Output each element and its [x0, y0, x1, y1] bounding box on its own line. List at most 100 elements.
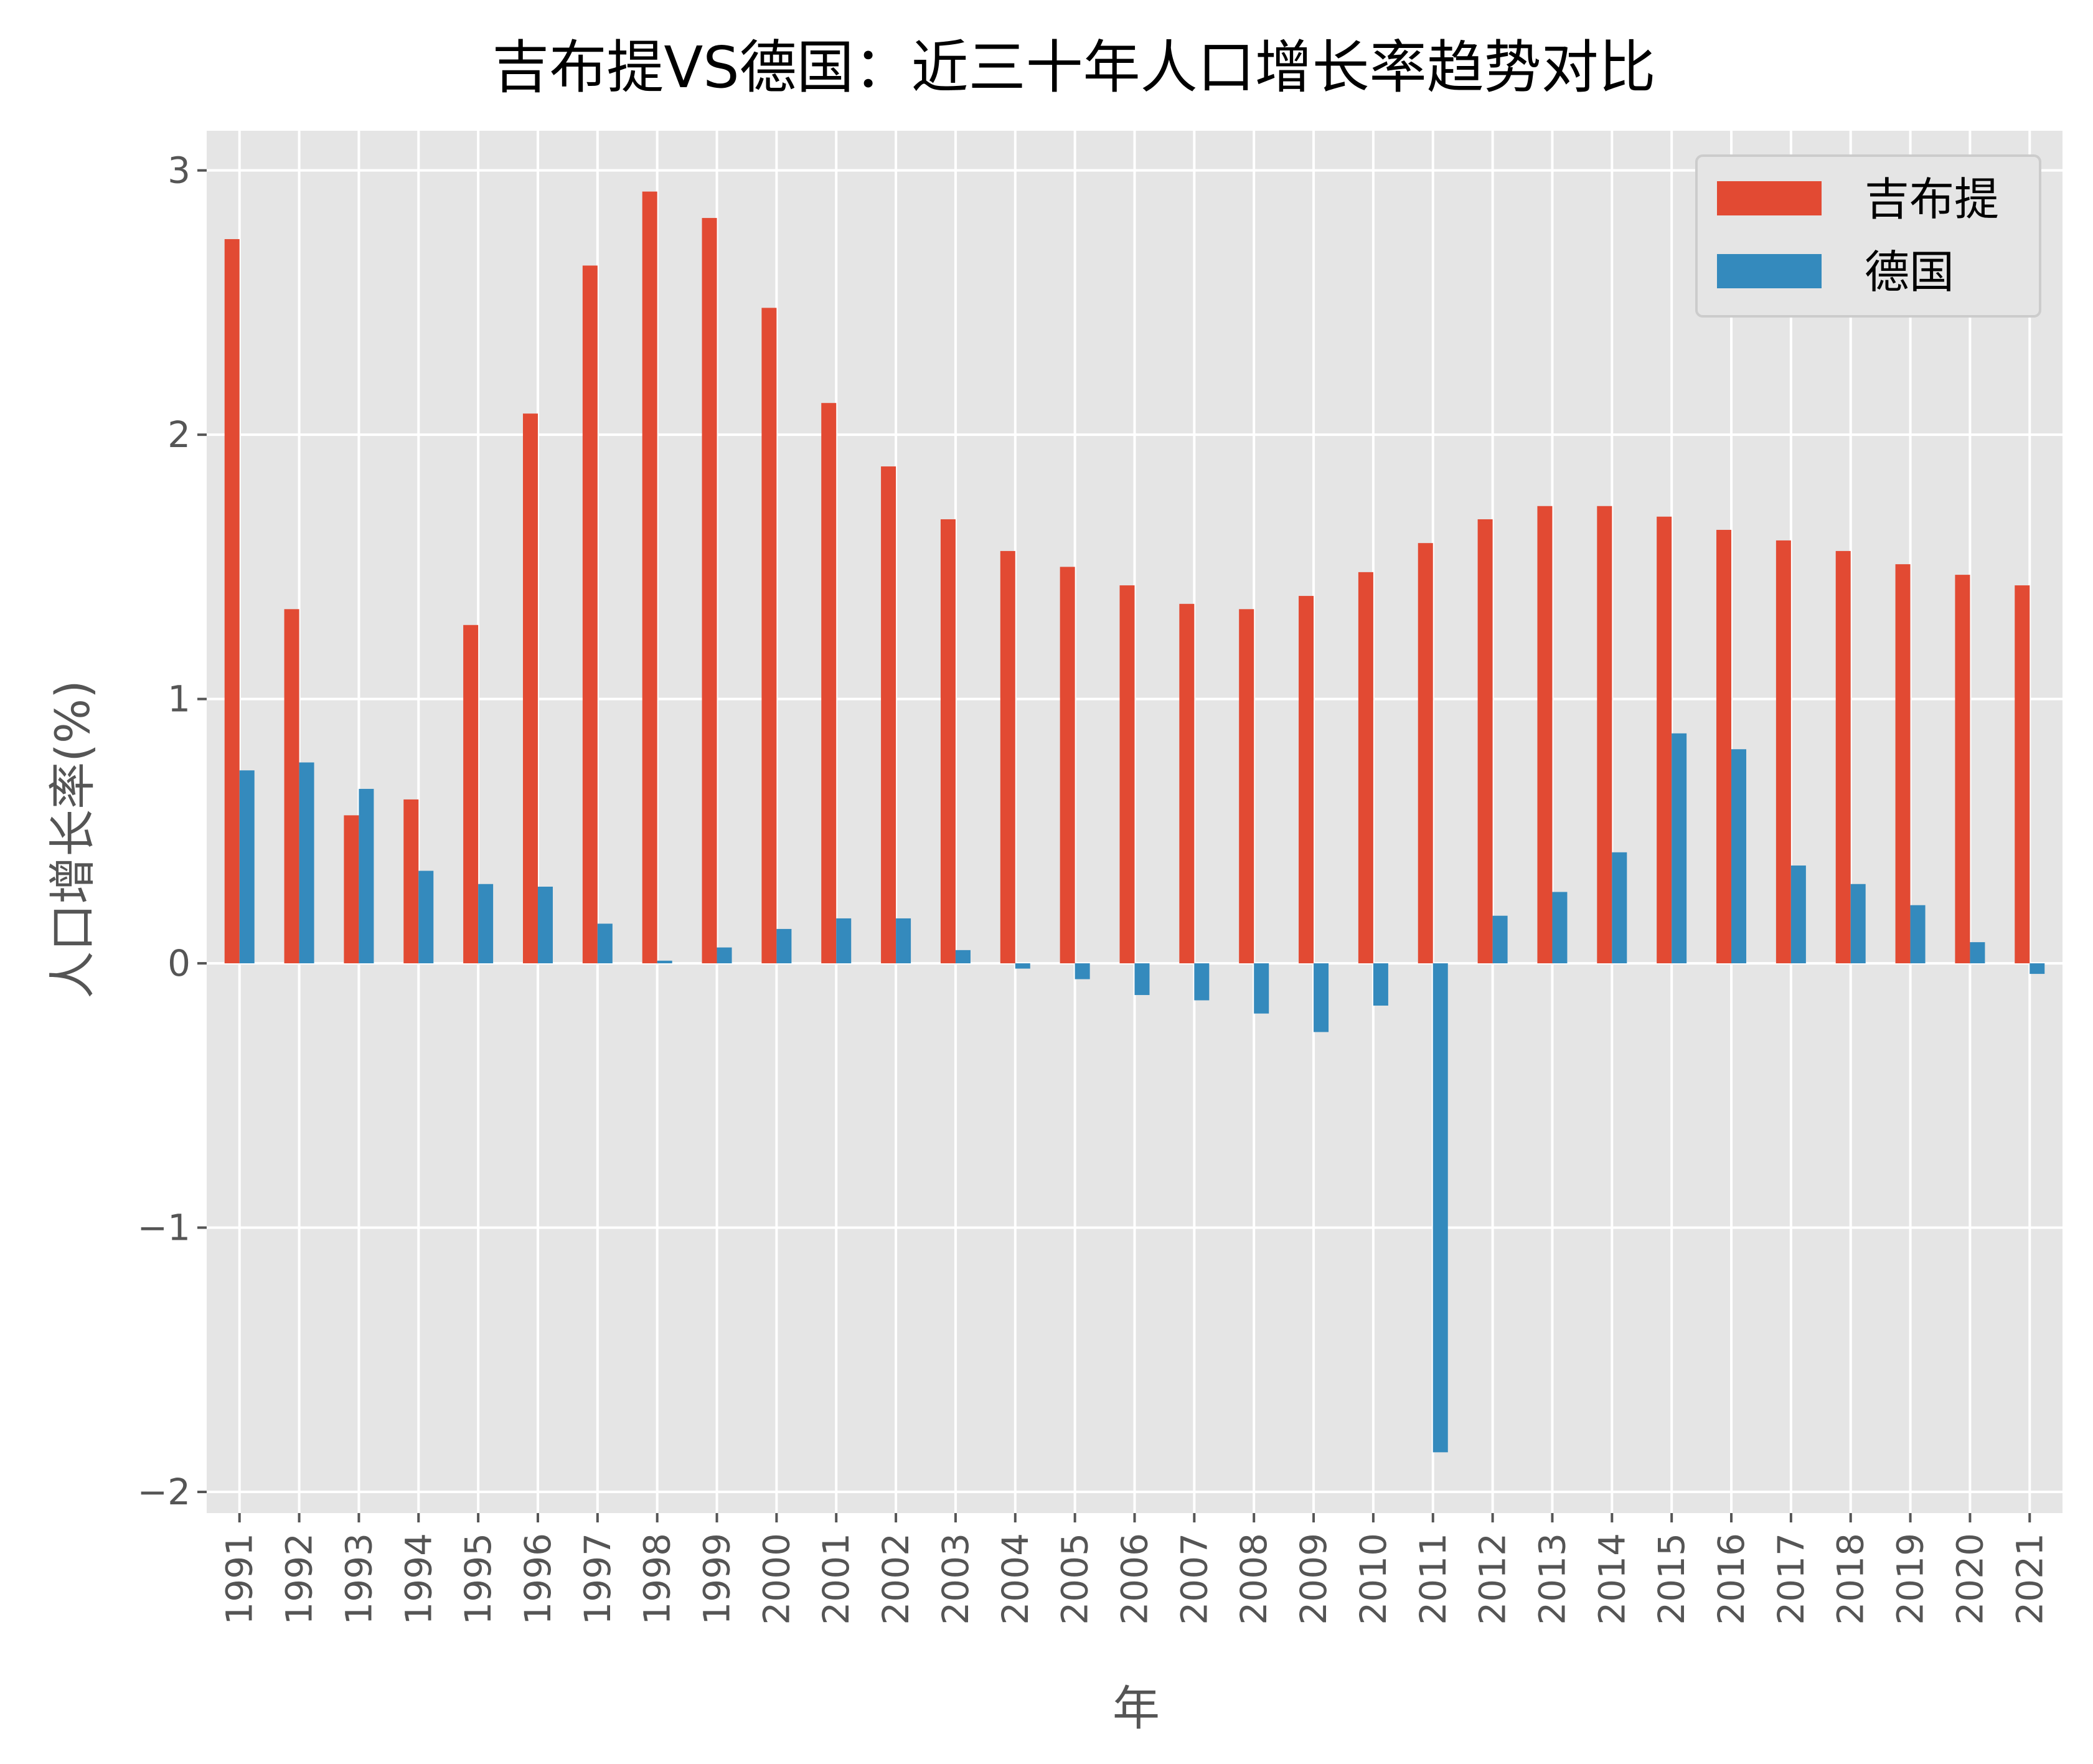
x-tick-label: 2017: [1770, 1533, 1812, 1625]
bar-djibouti-2002: [881, 466, 896, 964]
x-tick-label: 2005: [1054, 1533, 1096, 1625]
bar-germany-2001: [836, 918, 852, 964]
legend: 吉布提 德国: [1695, 154, 2041, 318]
x-tick-label: 1994: [397, 1533, 440, 1625]
x-tick-label: 2013: [1531, 1533, 1573, 1625]
x-tick-label: 2008: [1233, 1533, 1275, 1625]
bar-djibouti-2009: [1299, 596, 1314, 964]
y-tick-label: 3: [167, 149, 190, 192]
bar-djibouti-1995: [463, 625, 479, 964]
bar-djibouti-2014: [1597, 506, 1612, 964]
bar-germany-1999: [717, 947, 732, 964]
x-tick-label: 1993: [337, 1533, 380, 1625]
bar-djibouti-2010: [1358, 572, 1373, 964]
bar-djibouti-2004: [1000, 550, 1015, 964]
x-tick-label: 2020: [1949, 1533, 1991, 1625]
bar-germany-1995: [478, 884, 494, 964]
bar-djibouti-1997: [582, 265, 598, 964]
bar-germany-1991: [239, 770, 255, 964]
x-axis-label: 年: [1112, 1681, 1160, 1736]
x-tick-label: 2002: [875, 1533, 917, 1625]
bar-germany-2004: [1015, 963, 1030, 969]
bar-germany-2021: [2030, 963, 2045, 974]
x-tick-label: 2001: [815, 1533, 857, 1625]
x-tick-label: 2019: [1889, 1533, 1932, 1625]
bar-djibouti-1991: [224, 239, 240, 964]
x-tick-label: 2012: [1472, 1533, 1514, 1625]
bar-germany-2013: [1552, 892, 1568, 964]
bar-germany-1994: [418, 870, 434, 964]
bar-germany-1993: [359, 788, 374, 964]
x-tick-label: 2011: [1412, 1533, 1454, 1625]
bar-djibouti-2020: [1955, 575, 1970, 964]
bar-germany-2018: [1850, 884, 1866, 964]
bar-germany-1998: [657, 960, 672, 964]
x-tick-label: 2015: [1650, 1533, 1693, 1625]
x-tick-label: 2018: [1830, 1533, 1872, 1625]
x-tick-label: 2016: [1710, 1533, 1752, 1625]
x-tick-label: 2004: [994, 1533, 1037, 1625]
bar-djibouti-2019: [1895, 564, 1911, 964]
y-tick-label: −2: [138, 1471, 191, 1513]
bar-djibouti-2015: [1657, 516, 1672, 964]
x-tick-label: 2014: [1591, 1533, 1633, 1625]
bar-germany-1996: [537, 886, 553, 964]
bar-germany-2006: [1134, 963, 1150, 996]
bar-djibouti-1996: [522, 413, 538, 964]
legend-swatch-germany: [1717, 254, 1822, 288]
bar-djibouti-2005: [1060, 567, 1075, 964]
chart-title: 吉布提VS德国：近三十年人口增长率趋势对比: [492, 34, 1655, 101]
x-tick-label: 1998: [636, 1533, 679, 1625]
bar-germany-2009: [1314, 963, 1329, 1032]
bar-djibouti-2007: [1179, 603, 1195, 964]
y-axis-ticks: −2 −1 0 1 2 3: [138, 149, 207, 1513]
x-tick-label: 2007: [1173, 1533, 1215, 1625]
bar-djibouti-2018: [1835, 550, 1851, 964]
bar-germany-2000: [776, 928, 792, 964]
x-tick-label: 2010: [1352, 1533, 1395, 1625]
x-tick-label: 1992: [278, 1533, 321, 1625]
legend-label-djibouti: 吉布提: [1865, 173, 1999, 225]
bar-djibouti-2011: [1418, 543, 1433, 964]
bar-germany-2007: [1194, 963, 1210, 1001]
legend-label-germany: 德国: [1865, 246, 1954, 298]
x-tick-label: 1997: [576, 1533, 619, 1625]
bar-germany-2003: [955, 950, 971, 964]
x-tick-label: 2006: [1114, 1533, 1156, 1625]
bar-germany-2005: [1075, 963, 1090, 979]
y-tick-label: 2: [167, 413, 190, 456]
bar-germany-2010: [1373, 963, 1388, 1006]
x-tick-label: 1999: [696, 1533, 738, 1625]
bar-djibouti-1994: [403, 799, 419, 964]
bar-germany-2002: [896, 918, 911, 964]
bar-djibouti-2006: [1119, 585, 1135, 964]
y-tick-label: 1: [167, 678, 190, 720]
y-tick-label: −1: [138, 1207, 191, 1249]
legend-swatch-djibouti: [1717, 181, 1822, 215]
x-tick-label: 2003: [934, 1533, 977, 1625]
y-tick-label: 0: [167, 942, 190, 984]
x-tick-label: 2000: [755, 1533, 797, 1625]
x-tick-label: 2021: [2008, 1533, 2051, 1625]
x-axis-ticks: 1991 1992 1993 1994 1995 1996 1997 1998 1999 2000…: [219, 1513, 2051, 1625]
bar-germany-2011: [1432, 963, 1448, 1453]
x-tick-label: 1996: [517, 1533, 559, 1625]
bar-djibouti-2013: [1537, 506, 1553, 964]
bar-djibouti-2012: [1477, 519, 1493, 964]
x-tick-label: 1995: [457, 1533, 499, 1625]
bar-germany-2017: [1790, 865, 1806, 964]
bar-germany-2019: [1910, 905, 1926, 964]
bar-djibouti-2001: [821, 403, 837, 964]
bar-djibouti-1993: [344, 815, 359, 964]
bar-germany-2008: [1254, 963, 1269, 1014]
bar-djibouti-2017: [1776, 540, 1791, 964]
bar-djibouti-2000: [761, 308, 777, 964]
bar-djibouti-2008: [1239, 609, 1254, 964]
bar-germany-1992: [299, 762, 314, 964]
bar-germany-2020: [1970, 942, 1985, 964]
bar-germany-2012: [1492, 915, 1508, 964]
bar-germany-2014: [1612, 852, 1627, 964]
bar-djibouti-2003: [940, 519, 956, 964]
bars: [224, 191, 2045, 1453]
